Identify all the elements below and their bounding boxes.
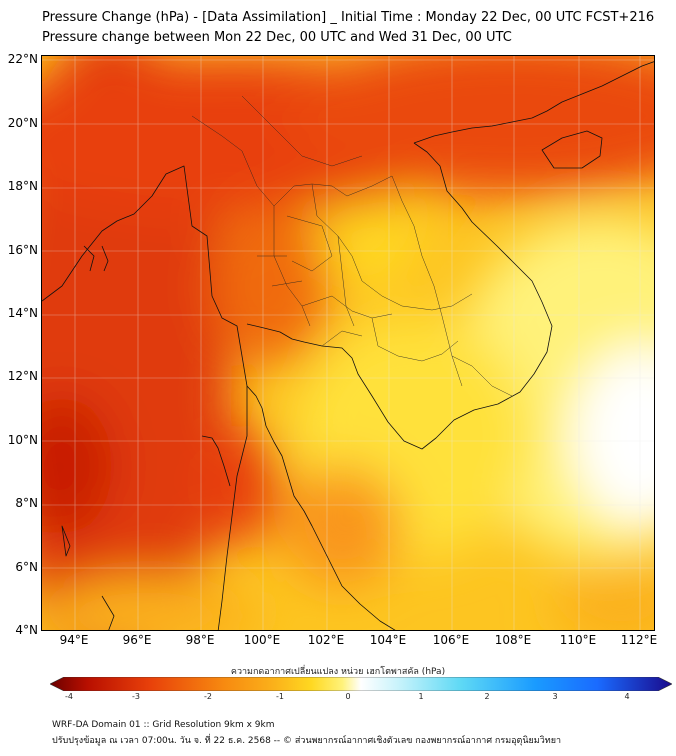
- colorbar-tick-minus2: -2: [204, 692, 212, 701]
- model-info: WRF-DA Domain 01 :: Grid Resolution 9km …: [52, 720, 275, 730]
- colorbar: [50, 677, 672, 691]
- colorbar-tick-minus1: -1: [276, 692, 284, 701]
- lat-label-12n: 12°N: [7, 369, 38, 383]
- lon-label-112e: 112°E: [620, 633, 658, 647]
- lon-label-106e: 106°E: [432, 633, 470, 647]
- lon-label-104e: 104°E: [369, 633, 407, 647]
- update-credit: ปรับปรุงข้อมูล ณ เวลา 07:00น. วัน จ. ที่…: [52, 736, 562, 746]
- graticule: [42, 56, 654, 630]
- lat-label-4n: 4°N: [15, 623, 38, 637]
- lat-label-18n: 18°N: [7, 179, 38, 193]
- lat-label-20n: 20°N: [7, 116, 38, 130]
- lon-label-94e: 94°E: [59, 633, 89, 647]
- lat-label-6n: 6°N: [15, 560, 38, 574]
- lat-label-10n: 10°N: [7, 433, 38, 447]
- pressure-change-map: [41, 55, 655, 631]
- colorbar-tick-minus4: -4: [65, 692, 73, 701]
- colorbar-tick-1: 1: [418, 692, 424, 701]
- lon-label-96e: 96°E: [122, 633, 152, 647]
- colorbar-scale: [50, 677, 672, 691]
- colorbar-tick-2: 2: [484, 692, 490, 701]
- pressure-field: [42, 56, 654, 630]
- lat-label-16n: 16°N: [7, 243, 38, 257]
- colorbar-tick-4: 4: [624, 692, 630, 701]
- lat-label-22n: 22°N: [7, 52, 38, 66]
- map-title: Pressure Change (hPa) - [Data Assimilati…: [42, 10, 655, 25]
- map-subtitle: Pressure change between Mon 22 Dec, 00 U…: [42, 30, 512, 45]
- lat-label-8n: 8°N: [15, 496, 38, 510]
- colorbar-title: ความกดอากาศเปลี่ยนแปลง หน่วย เฮกโตพาสคัล…: [230, 667, 446, 677]
- admin-boundaries: [191, 95, 513, 397]
- colorbar-tick-minus3: -3: [132, 692, 140, 701]
- lon-label-100e: 100°E: [243, 633, 281, 647]
- lon-label-102e: 102°E: [307, 633, 345, 647]
- colorbar-tick-0: 0: [345, 692, 351, 701]
- lon-label-110e: 110°E: [559, 633, 597, 647]
- lon-label-98e: 98°E: [185, 633, 215, 647]
- lat-label-14n: 14°N: [7, 306, 38, 320]
- lon-label-108e: 108°E: [494, 633, 532, 647]
- hainan-island: [541, 130, 603, 169]
- colorbar-tick-3: 3: [552, 692, 558, 701]
